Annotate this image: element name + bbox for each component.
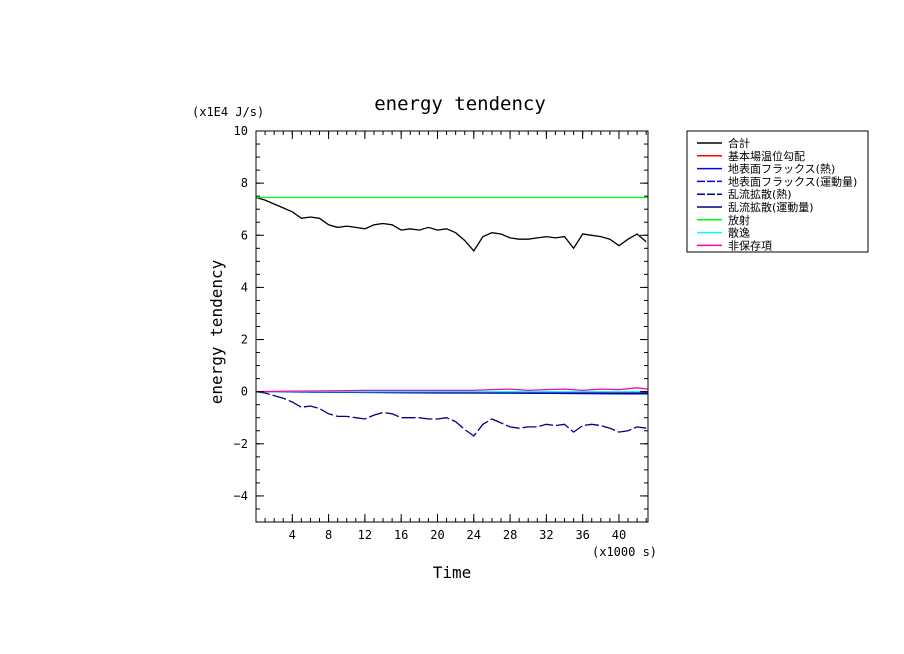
series-line-8 [256, 387, 648, 393]
x-tick-label: 8 [325, 528, 332, 542]
legend-label: 乱流拡散(熱) [728, 187, 792, 201]
y-tick-label: 6 [241, 228, 248, 242]
x-tick-label: 12 [358, 528, 372, 542]
legend-label: 地表面フラックス(運動量) [728, 174, 857, 188]
series-line-0 [256, 196, 647, 252]
y-tick-label: 0 [241, 385, 248, 399]
y-tick-label: 2 [241, 333, 248, 347]
x-tick-label: 40 [612, 528, 626, 542]
x-tick-label: 36 [575, 528, 589, 542]
x-tick-label: 4 [289, 528, 296, 542]
x-axis-label: Time [433, 563, 472, 582]
legend-label: 基本場温位勾配 [728, 149, 805, 163]
y-scale-label: (x1E4 J/s) [192, 105, 264, 119]
y-tick-label: −4 [234, 489, 248, 503]
x-tick-label: 24 [467, 528, 481, 542]
y-tick-label: 4 [241, 280, 248, 294]
legend-label: 放射 [728, 213, 750, 227]
y-axis-label: energy tendency [207, 259, 226, 404]
plot-frame [255, 130, 649, 523]
chart-title: energy tendency [374, 93, 546, 115]
series-line-4 [256, 391, 647, 437]
x-tick-label: 20 [430, 528, 444, 542]
x-scale-label: (x1000 s) [592, 545, 657, 559]
x-tick-label: 32 [539, 528, 553, 542]
y-tick-label: 8 [241, 176, 248, 190]
x-tick-label: 16 [394, 528, 408, 542]
y-tick-label: −2 [234, 437, 248, 451]
legend-label: 合計 [728, 136, 750, 150]
legend: 合計基本場温位勾配地表面フラックス(熱)地表面フラックス(運動量)乱流拡散(熱)… [686, 130, 869, 253]
x-tick-label: 28 [503, 528, 517, 542]
legend-label: 散逸 [728, 226, 750, 240]
legend-label: 乱流拡散(運動量) [728, 200, 814, 214]
legend-label: 地表面フラックス(熱) [728, 162, 835, 176]
series-layer [256, 196, 648, 437]
legend-label: 非保存項 [728, 238, 772, 252]
legend-box [686, 130, 869, 253]
y-tick-label: 10 [234, 124, 248, 138]
